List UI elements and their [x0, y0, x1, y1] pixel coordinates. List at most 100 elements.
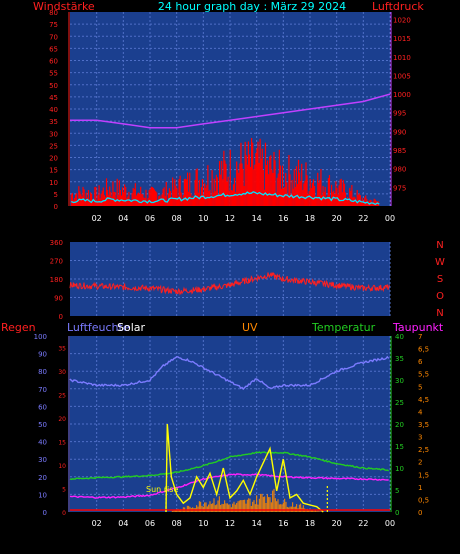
temperature-tick-label: 35	[395, 355, 404, 363]
wind-tick-label: 80	[49, 9, 58, 17]
wind-panel-time-tick: 22	[358, 214, 368, 223]
uv-tick-label: 4	[418, 408, 423, 416]
dewpoint-axis-title: Taupunkt	[392, 321, 444, 334]
humidity-tick-label: 20	[38, 474, 47, 482]
wind-tick-label: 30	[49, 130, 58, 138]
env-panel-time-tick: 12	[225, 519, 235, 528]
compass-label: S	[437, 274, 443, 285]
wind-panel-time-tick: 12	[225, 214, 235, 223]
pressure-tick-label: 1015	[393, 35, 411, 43]
temperature-tick-label: 15	[395, 443, 404, 451]
env-panel-time-tick: 10	[198, 519, 208, 528]
rain-tick-label: 35	[58, 346, 66, 353]
uv-tick-label: 2	[418, 459, 422, 467]
compass-label: O	[436, 291, 444, 302]
uv-tick-label: 3,5	[418, 421, 429, 429]
pressure-tick-label: 990	[393, 128, 406, 136]
env-panel-time-tick: 06	[145, 519, 155, 528]
temperature-tick-label: 40	[395, 333, 404, 341]
humidity-axis-title: Luftfeuchte	[67, 321, 130, 334]
humidity-line	[69, 355, 390, 391]
solar-axis-title: Solar	[117, 321, 146, 334]
env-panel-time-tick: 20	[332, 519, 342, 528]
humidity-tick-label: 40	[38, 439, 47, 447]
humidity-tick-label: 50	[38, 421, 47, 429]
rain-axis-title: Regen	[1, 321, 36, 334]
temperature-axis-title: Temperatur	[311, 321, 376, 334]
env-panel-time-tick: 22	[358, 519, 368, 528]
env-panel-time-tick: 18	[305, 519, 315, 528]
temperature-tick-label: 0	[395, 509, 399, 517]
compass-label: N	[436, 308, 443, 319]
wind-average-line	[71, 191, 380, 206]
wind-tick-label: 50	[49, 82, 58, 90]
pressure-tick-label: 985	[393, 147, 406, 155]
uv-tick-label: 1,5	[418, 471, 429, 479]
env-panel-time-tick: 00	[385, 519, 395, 528]
wind-tick-label: 0	[54, 203, 58, 211]
uv-tick-label: 2,5	[418, 446, 429, 454]
wind-tick-label: 20	[49, 155, 58, 163]
wind-panel-time-tick: 04	[118, 214, 128, 223]
direction-tick-label: 270	[50, 258, 63, 266]
rain-tick-label: 30	[58, 369, 66, 376]
wind-tick-label: 45	[49, 94, 58, 102]
chart-title: 24 hour graph day : März 29 2024	[158, 0, 346, 13]
humidity-tick-label: 10	[38, 491, 47, 499]
temperature-tick-label: 25	[395, 399, 404, 407]
env-panel-time-tick: 04	[118, 519, 128, 528]
rain-tick-label: 20	[58, 416, 66, 423]
wind-panel-time-tick: 02	[92, 214, 102, 223]
uv-tick-label: 4,5	[418, 396, 429, 404]
uv-tick-label: 5,5	[418, 371, 429, 379]
wind-panel-time-tick: 06	[145, 214, 155, 223]
wind-panel-time-tick: 18	[305, 214, 315, 223]
wind-panel-time-tick: 16	[278, 214, 288, 223]
direction-tick-label: 360	[50, 239, 63, 247]
direction-tick-label: 0	[59, 313, 63, 321]
temperature-tick-label: 10	[395, 465, 404, 473]
uv-tick-label: 3	[418, 434, 422, 442]
wind-tick-label: 60	[49, 58, 58, 66]
humidity-tick-label: 60	[38, 403, 47, 411]
wind-tick-label: 15	[49, 167, 58, 175]
uv-tick-label: 5	[418, 383, 422, 391]
temperature-tick-label: 5	[395, 487, 399, 495]
wind-tick-label: 25	[49, 142, 58, 150]
env-panel-time-tick: 14	[252, 519, 262, 528]
pressure-tick-label: 1000	[393, 91, 411, 99]
dewpoint-line	[69, 473, 389, 499]
pressure-tick-label: 980	[393, 166, 406, 174]
wind-tick-label: 10	[49, 179, 58, 187]
uv-tick-label: 0,5	[418, 496, 429, 504]
pressure-tick-label: 1020	[393, 16, 411, 24]
wind-tick-label: 65	[49, 45, 58, 53]
uv-tick-label: 6,5	[418, 346, 429, 354]
temperature-tick-label: 30	[395, 377, 404, 385]
uv-axis-title: UV	[242, 321, 258, 334]
rain-tick-label: 5	[62, 487, 66, 494]
pressure-tick-label: 1010	[393, 54, 411, 62]
pressure-tick-label: 975	[393, 184, 406, 192]
direction-tick-label: 90	[54, 295, 63, 303]
humidity-tick-label: 100	[34, 333, 47, 341]
pressure-line	[70, 93, 391, 129]
env-panel-time-tick: 08	[172, 519, 182, 528]
humidity-tick-label: 70	[38, 386, 47, 394]
compass-label: W	[435, 257, 445, 268]
wind-panel-time-tick: 20	[332, 214, 342, 223]
solar-line	[165, 423, 324, 513]
wind-panel-time-tick: 14	[252, 214, 262, 223]
direction-tick-label: 180	[50, 276, 63, 284]
rain-tick-label: 10	[58, 463, 66, 470]
humidity-tick-label: 90	[38, 351, 47, 359]
wind-panel-time-tick: 10	[198, 214, 208, 223]
pressure-tick-label: 995	[393, 110, 406, 118]
wind-tick-label: 5	[54, 191, 58, 199]
rain-tick-label: 15	[58, 440, 66, 447]
wind-tick-label: 55	[49, 70, 58, 78]
humidity-tick-label: 30	[38, 456, 47, 464]
uv-tick-label: 1	[418, 484, 422, 492]
rain-tick-label: 0	[62, 510, 66, 517]
